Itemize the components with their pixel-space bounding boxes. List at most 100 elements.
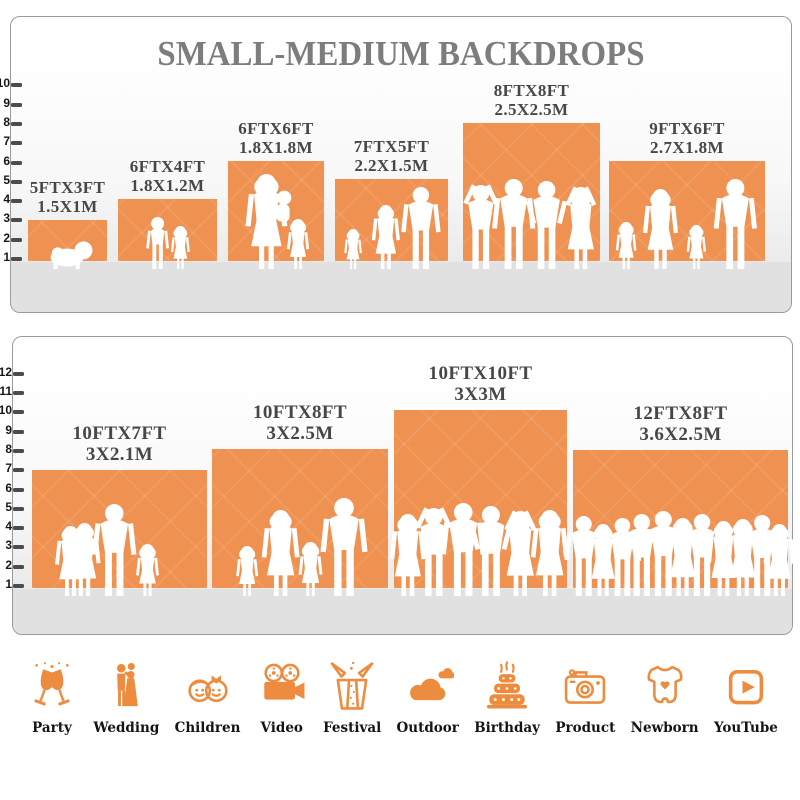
backdrop-size-label: 5FTX3FT 1.5X1M bbox=[30, 178, 106, 216]
size-ft-label: 8FTX8FT bbox=[493, 81, 570, 100]
ruler-tick bbox=[13, 506, 24, 511]
size-m-label: 2.7X1.8M bbox=[649, 138, 725, 157]
people-silhouettes bbox=[564, 511, 796, 596]
people-silhouettes bbox=[344, 187, 441, 269]
product-icon bbox=[565, 669, 606, 704]
people-silhouettes bbox=[146, 217, 190, 269]
festival-icon bbox=[330, 661, 374, 710]
ruler-tick bbox=[11, 160, 22, 165]
ruler-tick bbox=[11, 257, 22, 261]
category-bar: Party Wedding Children Video Festival Outdoor… bbox=[26, 660, 778, 736]
backdrop-block-10ftx8ft bbox=[212, 449, 388, 596]
page-title: SMALL-MEDIUM BACKDROPS bbox=[157, 34, 645, 73]
outdoor-icon bbox=[409, 668, 454, 701]
category-item-party: Party bbox=[26, 660, 78, 736]
ruler-number: 6 bbox=[3, 153, 10, 168]
ruler-number: 4 bbox=[5, 519, 12, 534]
ruler-number: 4 bbox=[3, 192, 10, 207]
ruler-number: 8 bbox=[5, 441, 12, 456]
category-item-newborn: Newborn bbox=[631, 660, 699, 736]
backdrop-size-label: 8FTX8FT 2.5X2.5M bbox=[494, 81, 570, 119]
people-silhouettes bbox=[389, 503, 569, 596]
ruler-tick bbox=[13, 545, 24, 550]
ruler-number: 5 bbox=[5, 499, 12, 514]
size-ft-label: 6FTX6FT bbox=[238, 119, 314, 138]
size-m-label: 1.8X1.8M bbox=[238, 138, 314, 157]
size-m-label: 1.5X1M bbox=[37, 197, 98, 216]
birthday-icon bbox=[487, 661, 528, 709]
ruler-number: 8 bbox=[3, 114, 10, 129]
ruler-tick bbox=[13, 487, 24, 492]
backdrop-block-6ftx4ft bbox=[118, 199, 217, 269]
size-ft-label: 9FTX6FT bbox=[649, 119, 725, 138]
people-silhouettes bbox=[245, 174, 310, 269]
ruler-number: 9 bbox=[3, 95, 10, 110]
ruler-number: 2 bbox=[5, 557, 12, 572]
backdrop-block-12ftx8ft bbox=[564, 450, 796, 596]
floor-strip bbox=[13, 589, 792, 634]
category-label: Newborn bbox=[630, 720, 699, 736]
ruler-tick bbox=[11, 199, 22, 204]
ruler-tick bbox=[11, 121, 22, 126]
ruler-number: 2 bbox=[3, 230, 10, 245]
wedding-icon bbox=[117, 662, 139, 707]
ruler-number: 3 bbox=[5, 538, 12, 553]
ruler-tick bbox=[13, 410, 24, 415]
backdrop-size-label: 9FTX6FT 2.7X1.8M bbox=[649, 119, 725, 157]
people-silhouettes bbox=[236, 498, 368, 596]
ruler-tick bbox=[13, 391, 24, 395]
ruler-number: 1 bbox=[3, 250, 10, 264]
ruler-tick bbox=[11, 218, 22, 223]
size-ft-label: 12FTX8FT bbox=[633, 403, 728, 424]
size-m-label: 3X3M bbox=[454, 384, 507, 405]
category-label: YouTube bbox=[713, 720, 778, 736]
category-label: Children bbox=[174, 720, 241, 736]
ruler-number: 11 bbox=[0, 384, 12, 398]
ruler-tick bbox=[13, 584, 24, 588]
size-m-label: 1.8X1.2M bbox=[130, 176, 205, 195]
category-label: Birthday bbox=[474, 720, 540, 736]
backdrop-size-label: 6FTX4FT 1.8X1.2M bbox=[130, 157, 206, 195]
people-silhouettes bbox=[615, 179, 757, 269]
backdrop-block-10ftx7ft bbox=[32, 470, 207, 596]
backdrop-block-10ftx10ft bbox=[389, 410, 569, 596]
children-icon bbox=[187, 675, 228, 703]
category-item-birthday: Birthday bbox=[474, 660, 540, 736]
category-label: Video bbox=[260, 720, 303, 736]
category-label: Product bbox=[555, 720, 616, 736]
ruler-tick bbox=[11, 141, 22, 146]
size-ft-label: 10FTX7FT bbox=[72, 423, 167, 444]
backdrop-size-label: 10FTX10FT 3X3M bbox=[429, 363, 533, 405]
category-item-youtube: YouTube bbox=[714, 660, 778, 736]
ruler-tick bbox=[11, 83, 22, 88]
youtube-icon bbox=[728, 670, 764, 705]
people-silhouettes bbox=[463, 179, 597, 269]
backdrop-block-6ftx6ft bbox=[228, 161, 324, 269]
category-label: Wedding bbox=[93, 720, 160, 736]
category-item-festival: Festival bbox=[323, 660, 381, 736]
size-ft-label: 5FTX3FT bbox=[29, 178, 106, 197]
ruler-number: 12 bbox=[0, 364, 12, 379]
size-m-label: 3.6X2.5M bbox=[639, 424, 722, 445]
size-m-label: 2.5X2.5M bbox=[494, 100, 569, 119]
ruler-number: 7 bbox=[3, 134, 10, 149]
backdrop-size-label: 12FTX8FT 3.6X2.5M bbox=[634, 403, 728, 445]
ruler-tick bbox=[13, 448, 24, 453]
ruler-number: 6 bbox=[5, 480, 12, 495]
category-item-children: Children bbox=[174, 660, 241, 736]
backdrop-size-label: 10FTX7FT 3X2.1M bbox=[73, 423, 167, 465]
size-ft-label: 7FTX5FT bbox=[353, 137, 430, 156]
ruler-number: 7 bbox=[5, 461, 12, 476]
ruler-number: 5 bbox=[3, 172, 10, 187]
people-silhouettes bbox=[50, 241, 93, 269]
floor-strip bbox=[11, 262, 791, 312]
category-item-wedding: Wedding bbox=[93, 660, 159, 736]
ruler-tick bbox=[11, 179, 22, 184]
ruler-tick bbox=[11, 102, 22, 107]
category-item-product: Product bbox=[555, 660, 615, 736]
size-ft-label: 10FTX10FT bbox=[428, 363, 533, 384]
backdrop-size-label: 7FTX5FT 2.2X1.5M bbox=[354, 137, 430, 175]
ruler-number: 10 bbox=[0, 76, 10, 91]
people-silhouettes bbox=[55, 504, 159, 596]
